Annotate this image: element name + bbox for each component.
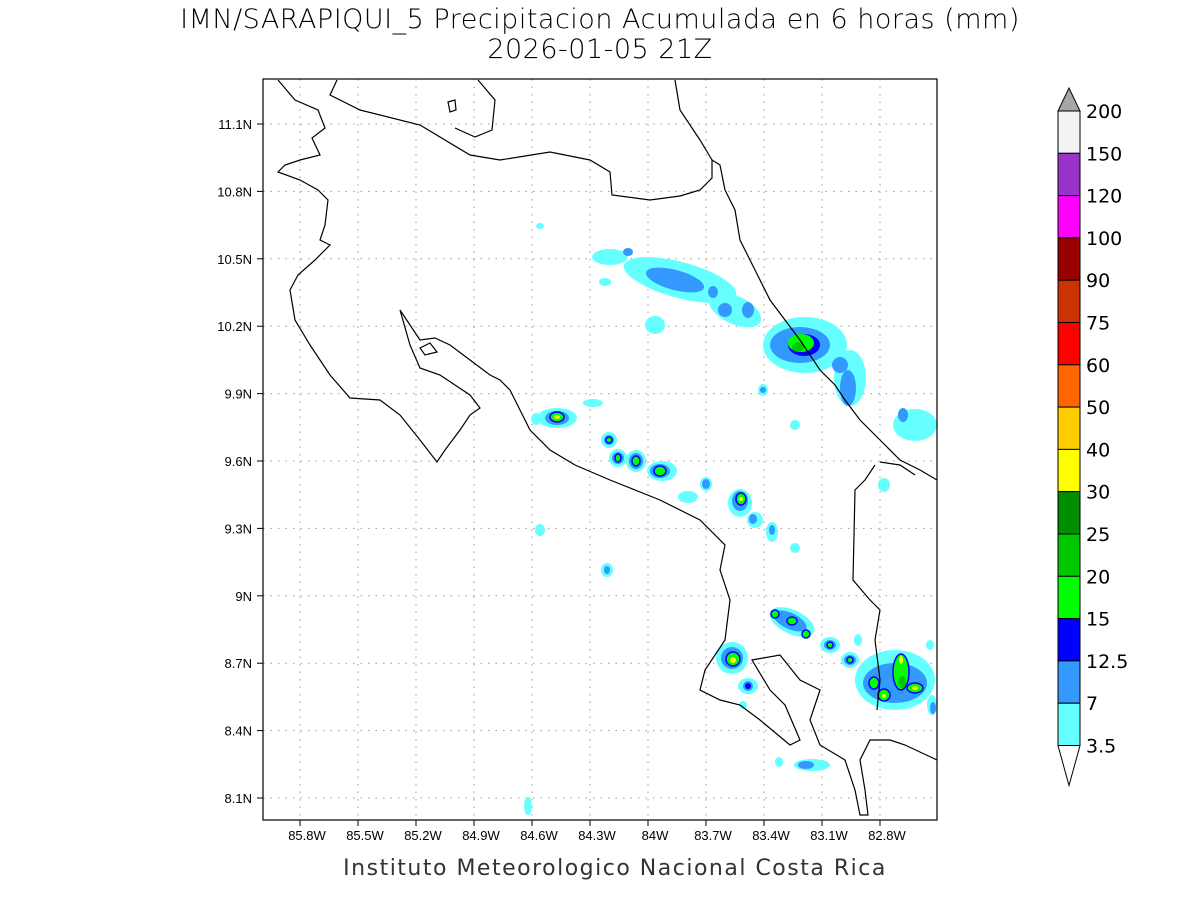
y-tick-label: 11.1N — [218, 117, 252, 132]
x-tick-label: 84W — [642, 828, 669, 843]
colorbar-level-label: 3.5 — [1086, 736, 1116, 758]
colorbar-level-label: 90 — [1086, 270, 1110, 292]
colorbar-level-label: 20 — [1086, 566, 1110, 588]
colorbar-swatch — [1057, 660, 1081, 704]
y-tick-label: 9.9N — [225, 387, 252, 402]
colorbar-swatch — [1057, 618, 1081, 662]
y-tick-label: 8.7N — [225, 656, 252, 671]
x-tick-label: 83.7W — [694, 828, 732, 843]
coastlines-borders — [276, 79, 938, 816]
colorbar: 200 150 120 100 90 75 60 50 40 30 25 20 15 12.5 7 3.5 — [1057, 86, 1128, 788]
footer-credit: Instituto Meteorologico Nacional Costa R… — [343, 856, 887, 881]
colorbar-swatch — [1057, 195, 1081, 239]
y-tick-label: 8.1N — [225, 791, 252, 806]
y-axis-ticks: 11.1N 10.8N 10.5N 10.2N 9.9N 9.6N 9.3N 9N 8.7N 8.… — [217, 117, 263, 806]
colorbar-swatch — [1057, 152, 1081, 197]
x-tick-label: 85.2W — [404, 828, 442, 843]
colorbar-swatch — [1057, 406, 1081, 450]
colorbar-level-label: 15 — [1086, 609, 1110, 631]
colorbar-level-label: 75 — [1086, 313, 1110, 335]
colorbar-swatch — [1057, 575, 1081, 620]
colorbar-level-label: 60 — [1086, 355, 1110, 377]
colorbar-swatch — [1057, 322, 1081, 366]
colorbar-level-label: 50 — [1086, 397, 1110, 419]
colorbar-level-label: 100 — [1086, 228, 1122, 250]
colorbar-swatch — [1057, 364, 1081, 408]
colorbar-level-label: 40 — [1086, 439, 1110, 461]
colorbar-level-label: 30 — [1086, 482, 1110, 504]
colorbar-swatch — [1057, 491, 1081, 535]
map-subtitle: 2026-01-05 21Z — [487, 34, 713, 65]
x-tick-label: 84.3W — [578, 828, 616, 843]
colorbar-over-arrow — [1057, 86, 1081, 112]
colorbar-level-label: 200 — [1086, 101, 1122, 123]
colorbar-swatch — [1057, 533, 1081, 577]
plot-frame — [262, 78, 938, 821]
y-tick-label: 9.3N — [225, 521, 252, 536]
colorbar-level-label: 7 — [1086, 693, 1098, 715]
x-tick-label: 84.6W — [520, 828, 558, 843]
y-tick-label: 10.2N — [217, 319, 252, 334]
x-tick-label: 82.8W — [868, 828, 906, 843]
colorbar-level-label: 150 — [1086, 143, 1122, 165]
y-tick-label: 8.4N — [225, 724, 252, 739]
x-tick-label: 83.1W — [810, 828, 848, 843]
x-tick-label: 84.9W — [462, 828, 500, 843]
colorbar-swatch — [1057, 448, 1081, 493]
precipitation-field — [524, 223, 937, 815]
colorbar-under-arrow — [1057, 745, 1081, 788]
colorbar-level-label: 120 — [1086, 186, 1122, 208]
gridlines — [263, 79, 937, 820]
colorbar-swatch — [1057, 110, 1081, 154]
y-tick-label: 9.6N — [225, 454, 252, 469]
colorbar-swatch — [1057, 237, 1081, 281]
map-title: IMN/SARAPIQUI_5 Precipitacion Acumulada … — [180, 4, 1020, 35]
y-tick-label: 10.8N — [217, 184, 252, 199]
x-tick-label: 85.5W — [346, 828, 384, 843]
y-tick-label: 10.5N — [217, 252, 252, 267]
y-tick-label: 9N — [235, 589, 252, 604]
colorbar-level-label: 25 — [1086, 524, 1110, 546]
colorbar-swatch — [1057, 702, 1081, 747]
x-tick-label: 85.8W — [288, 828, 326, 843]
colorbar-swatch — [1057, 279, 1081, 324]
colorbar-level-label: 12.5 — [1086, 651, 1128, 673]
x-tick-label: 83.4W — [752, 828, 790, 843]
x-axis-ticks: 85.8W 85.5W 85.2W 84.9W 84.6W 84.3W 84W 83.7W 83… — [288, 820, 907, 843]
